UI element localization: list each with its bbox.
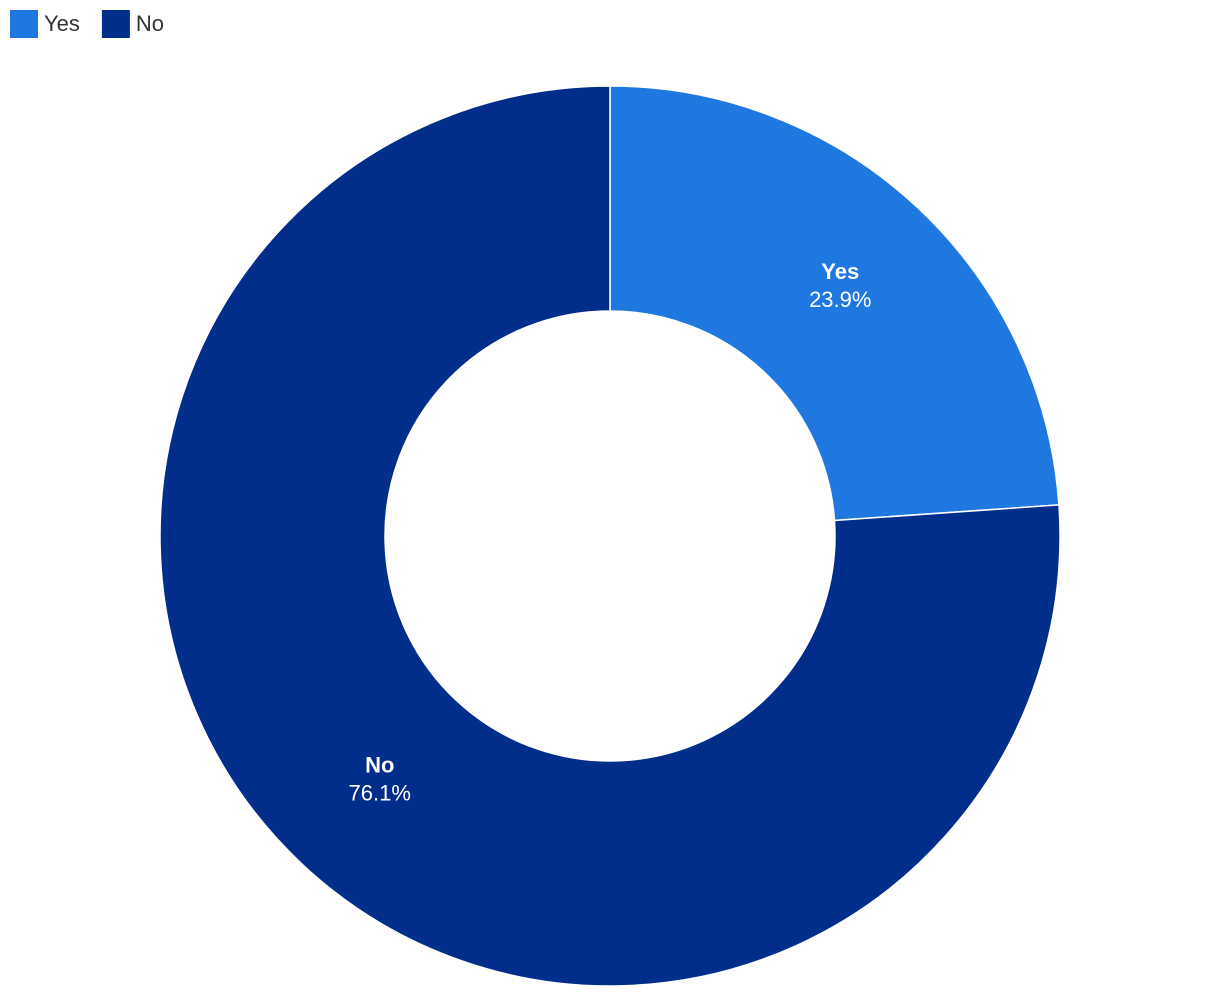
slice-name: Yes — [821, 259, 859, 284]
donut-slice — [609, 85, 1060, 522]
slice-value: 23.9% — [809, 287, 871, 312]
slice-name: No — [365, 753, 394, 778]
donut-slice — [159, 85, 1061, 987]
legend-swatch — [10, 10, 38, 38]
legend-label: Yes — [44, 11, 80, 36]
legend-label: No — [136, 11, 164, 36]
slice-value: 76.1% — [349, 781, 411, 806]
legend-swatch — [101, 10, 130, 38]
